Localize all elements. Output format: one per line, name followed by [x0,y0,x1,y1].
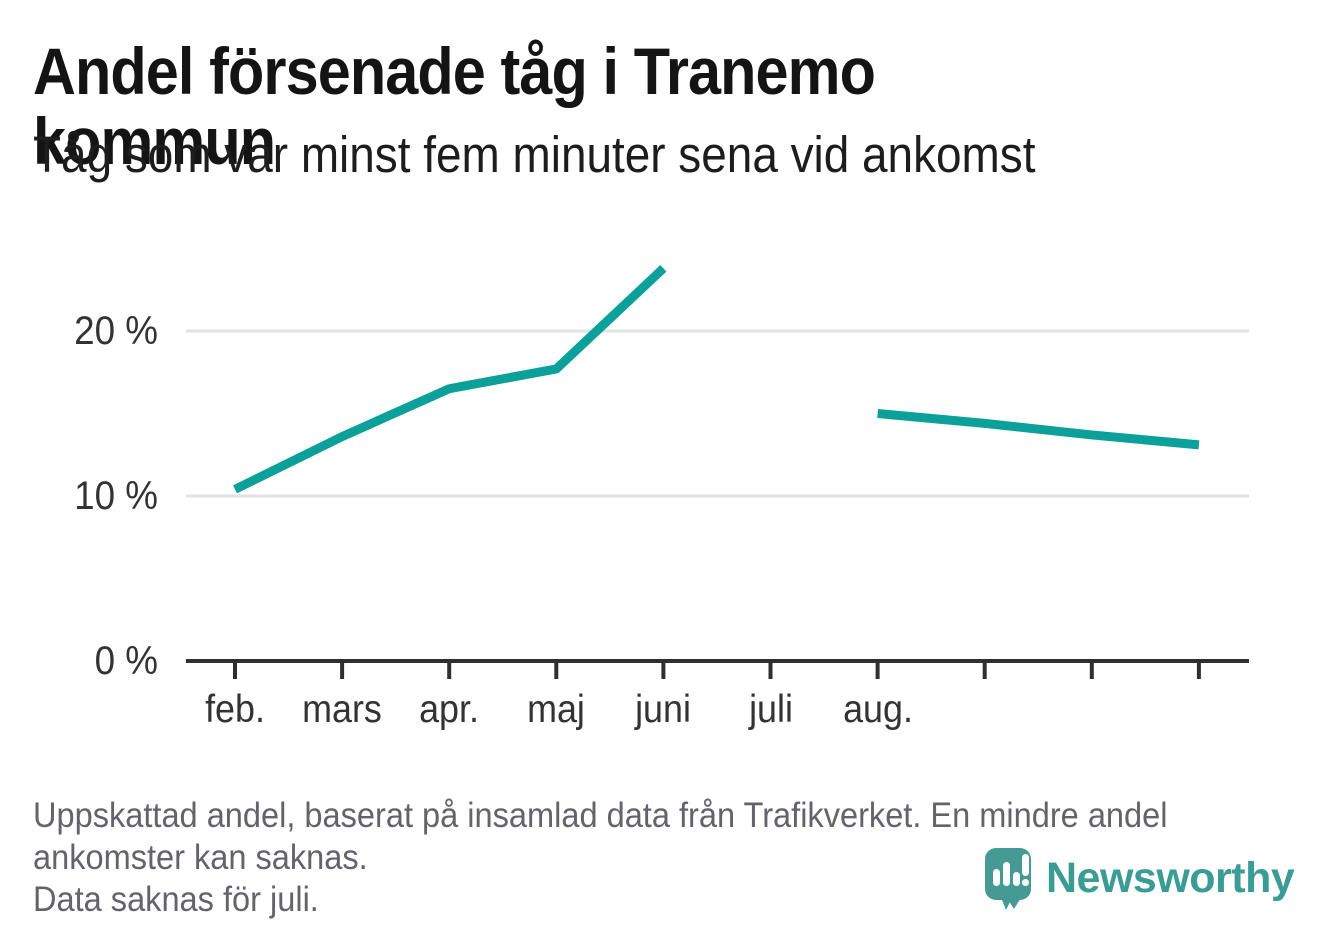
logo-bar-1 [993,869,1000,886]
logo-exclamation-dot [1022,879,1029,886]
footnote-line: ankomster kan saknas. [33,838,368,877]
x-axis-tick-label: feb. [205,688,265,731]
y-axis-tick-label: 0 % [94,639,158,683]
newsworthy-wordmark: Newsworthy [1046,854,1295,902]
x-axis-tick-label: juli [748,688,793,731]
newsworthy-logo: Newsworthy [983,846,1295,912]
data-line-segment [877,409,1200,450]
chart-subtitle: Tåg som var minst fem minuter sena vid a… [33,126,1036,183]
chart-title: Andel försenade tåg i Tranemo kommun [33,34,876,178]
y-axis-tick-label: 10 % [74,474,158,518]
footnotes: Uppskattad andel, baserat på insamlad da… [33,795,1233,921]
x-axis-tick-label: mars [302,688,382,731]
y-axis: 0 % 10 % 20 % [0,0,158,939]
x-axis-tick-label: apr. [419,688,480,731]
speech-bubble-bar-chart-icon [985,848,1031,910]
x-axis-tick-label: juni [635,688,692,731]
x-axis-tick-label: aug. [842,688,913,731]
logo-bar-3 [1013,872,1020,886]
logo-exclamation-bar [1022,854,1029,876]
footnote-line: Uppskattad andel, baserat på insamlad da… [33,796,1168,835]
y-axis-tick-label: 20 % [74,309,158,353]
logo-bar-2 [1003,862,1010,886]
x-axis-tick-label: maj [527,688,586,731]
logo-bubble-tail [1007,896,1022,909]
footnote-line: Data saknas för juli. [33,880,319,919]
data-line-segment [233,265,667,494]
